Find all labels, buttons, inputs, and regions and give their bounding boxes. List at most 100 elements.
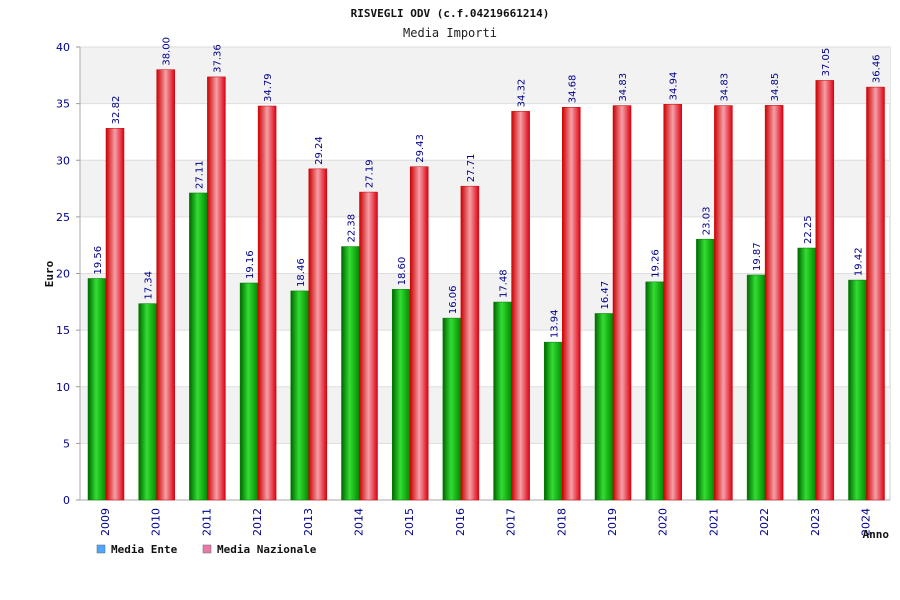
value-label: 17.34 xyxy=(144,271,155,300)
value-label: 16.06 xyxy=(448,285,459,314)
value-label: 17.48 xyxy=(499,269,510,298)
bar-media-ente xyxy=(442,317,462,501)
value-label: 34.68 xyxy=(567,75,578,104)
value-label: 29.24 xyxy=(314,136,325,165)
x-tick-label: 2016 xyxy=(454,508,467,536)
x-tick-label: 2011 xyxy=(200,508,213,536)
x-tick-label: 2018 xyxy=(555,508,568,536)
value-label: 36.46 xyxy=(872,54,883,83)
value-label: 29.43 xyxy=(415,134,426,163)
x-tick-label: 2023 xyxy=(809,508,822,536)
value-label: 19.87 xyxy=(752,242,763,271)
chart-title: RISVEGLI ODV (c.f.04219661214) xyxy=(351,7,550,20)
y-tick-label: 35 xyxy=(56,98,70,111)
legend: Media Ente Media Nazionale xyxy=(96,543,317,556)
x-tick-label: 2009 xyxy=(99,508,112,536)
value-label: 18.60 xyxy=(397,257,408,286)
x-tick-label: 2012 xyxy=(251,508,264,536)
bar-media-ente xyxy=(594,313,614,501)
bar-media-nazionale xyxy=(308,168,328,501)
bar-media-ente xyxy=(848,279,867,501)
x-tick-label: 2020 xyxy=(657,508,670,536)
bar-media-ente xyxy=(391,289,411,501)
value-label: 34.85 xyxy=(770,73,781,102)
bar-media-nazionale xyxy=(815,80,835,501)
value-label: 19.42 xyxy=(854,247,865,276)
value-label: 27.11 xyxy=(194,160,205,189)
bar-media-nazionale xyxy=(663,104,682,501)
bar-media-ente xyxy=(797,247,817,501)
bar-media-nazionale xyxy=(866,86,885,501)
x-tick-label: 2010 xyxy=(150,508,163,536)
value-label: 34.79 xyxy=(263,73,274,102)
value-label: 34.94 xyxy=(669,72,680,101)
value-label: 19.56 xyxy=(93,246,104,275)
value-label: 37.05 xyxy=(821,48,832,77)
value-label: 19.16 xyxy=(245,250,256,279)
y-tick-label: 30 xyxy=(56,154,70,167)
value-label: 22.38 xyxy=(347,214,358,243)
value-label: 32.82 xyxy=(111,96,122,125)
legend-label-media-ente: Media Ente xyxy=(111,543,178,556)
bars xyxy=(87,69,885,501)
value-label: 34.83 xyxy=(719,73,730,102)
x-tick-label: 2022 xyxy=(758,508,771,536)
y-tick-label: 0 xyxy=(63,494,70,507)
value-label: 37.36 xyxy=(212,44,223,73)
value-label: 13.94 xyxy=(549,309,560,338)
bar-media-ente xyxy=(645,281,664,501)
bar-media-ente xyxy=(189,192,208,501)
bar-media-nazionale xyxy=(714,105,733,501)
value-label: 27.71 xyxy=(466,154,477,183)
bar-media-nazionale xyxy=(409,166,429,501)
bar-media-nazionale xyxy=(460,185,480,501)
value-labels: 19.56 32.82 17.34 38.00 27.11 37.36 19.16 34.79… xyxy=(93,37,883,338)
bar-media-nazionale xyxy=(359,191,378,501)
value-label: 16.47 xyxy=(600,281,611,310)
bar-media-ente xyxy=(290,290,310,501)
bar-media-nazionale xyxy=(207,76,226,501)
bar-media-nazionale xyxy=(105,128,125,501)
bar-media-nazionale xyxy=(511,111,530,501)
x-axis-ticks: 2009 2010 2011 2012 2013 2014 2015 2016 2017 2018… xyxy=(99,508,873,536)
value-label: 34.32 xyxy=(517,79,528,108)
x-tick-label: 2013 xyxy=(302,508,315,536)
bar-media-nazionale xyxy=(156,69,175,501)
grid-band xyxy=(80,47,890,104)
value-label: 22.25 xyxy=(803,215,814,244)
bar-media-ente xyxy=(696,238,715,501)
legend-swatch-media-nazionale xyxy=(202,544,212,554)
value-label: 19.26 xyxy=(651,249,662,278)
y-tick-label: 10 xyxy=(56,381,70,394)
x-tick-label: 2024 xyxy=(860,508,873,536)
bar-media-ente xyxy=(239,282,259,501)
y-tick-label: 20 xyxy=(56,268,70,281)
x-tick-label: 2017 xyxy=(505,508,518,536)
value-label: 38.00 xyxy=(162,37,173,66)
bar-media-ente xyxy=(544,341,563,501)
value-label: 27.19 xyxy=(365,159,376,188)
value-label: 18.46 xyxy=(296,258,307,287)
y-tick-label: 15 xyxy=(56,324,70,337)
bar-media-ente xyxy=(87,278,107,501)
bar-media-nazionale xyxy=(764,105,784,501)
bar-media-nazionale xyxy=(612,105,632,501)
x-tick-label: 2014 xyxy=(353,508,366,536)
y-axis-ticks: 0 5 10 15 20 25 30 35 40 xyxy=(56,41,70,507)
chart-subtitle: Media Importi xyxy=(403,26,497,40)
value-label: 34.83 xyxy=(618,73,629,102)
bar-media-nazionale xyxy=(562,106,581,501)
x-tick-label: 2015 xyxy=(403,508,416,536)
y-tick-label: 40 xyxy=(56,41,70,54)
x-axis-label: Anno xyxy=(863,528,890,541)
legend-swatch-media-ente xyxy=(96,544,106,554)
bar-media-ente xyxy=(138,303,157,501)
legend-label-media-nazionale: Media Nazionale xyxy=(217,543,317,556)
x-tick-label: 2021 xyxy=(707,508,720,536)
bar-media-ente xyxy=(746,274,766,501)
y-axis-label: Euro xyxy=(43,260,56,287)
y-tick-label: 5 xyxy=(63,437,70,450)
x-tick-label: 2019 xyxy=(606,508,619,536)
bar-media-ente xyxy=(493,301,512,501)
y-tick-label: 25 xyxy=(56,211,70,224)
